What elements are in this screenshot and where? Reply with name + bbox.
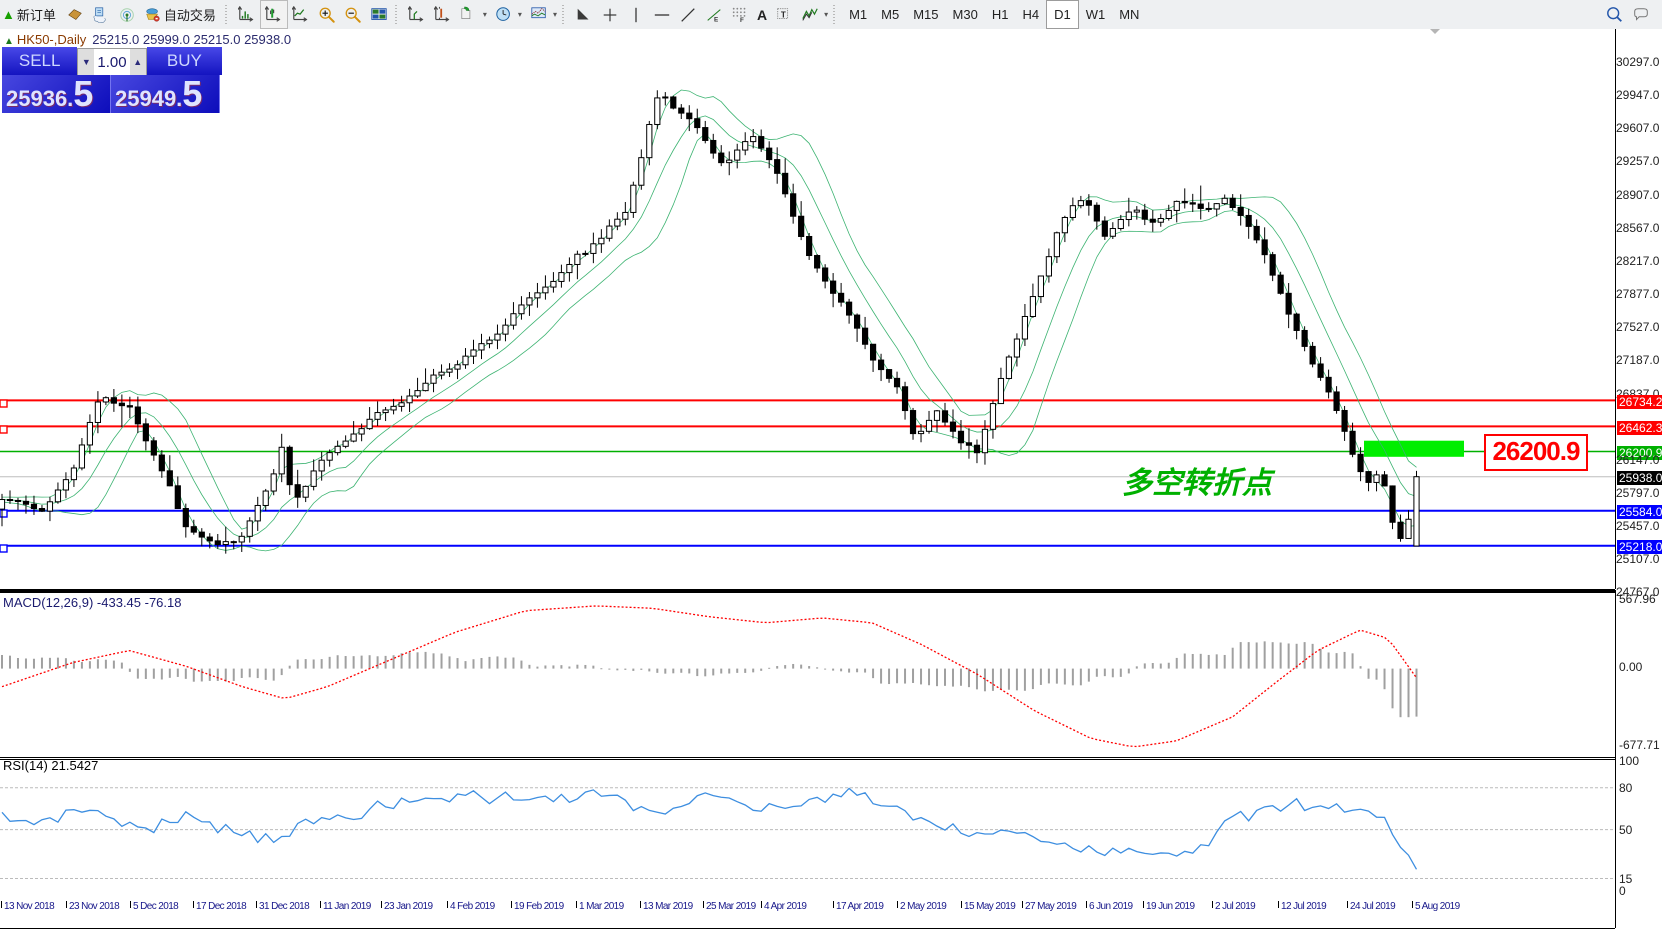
svg-text:F: F [740,17,744,24]
svg-text:E: E [714,16,718,23]
svg-text:T: T [781,10,786,19]
